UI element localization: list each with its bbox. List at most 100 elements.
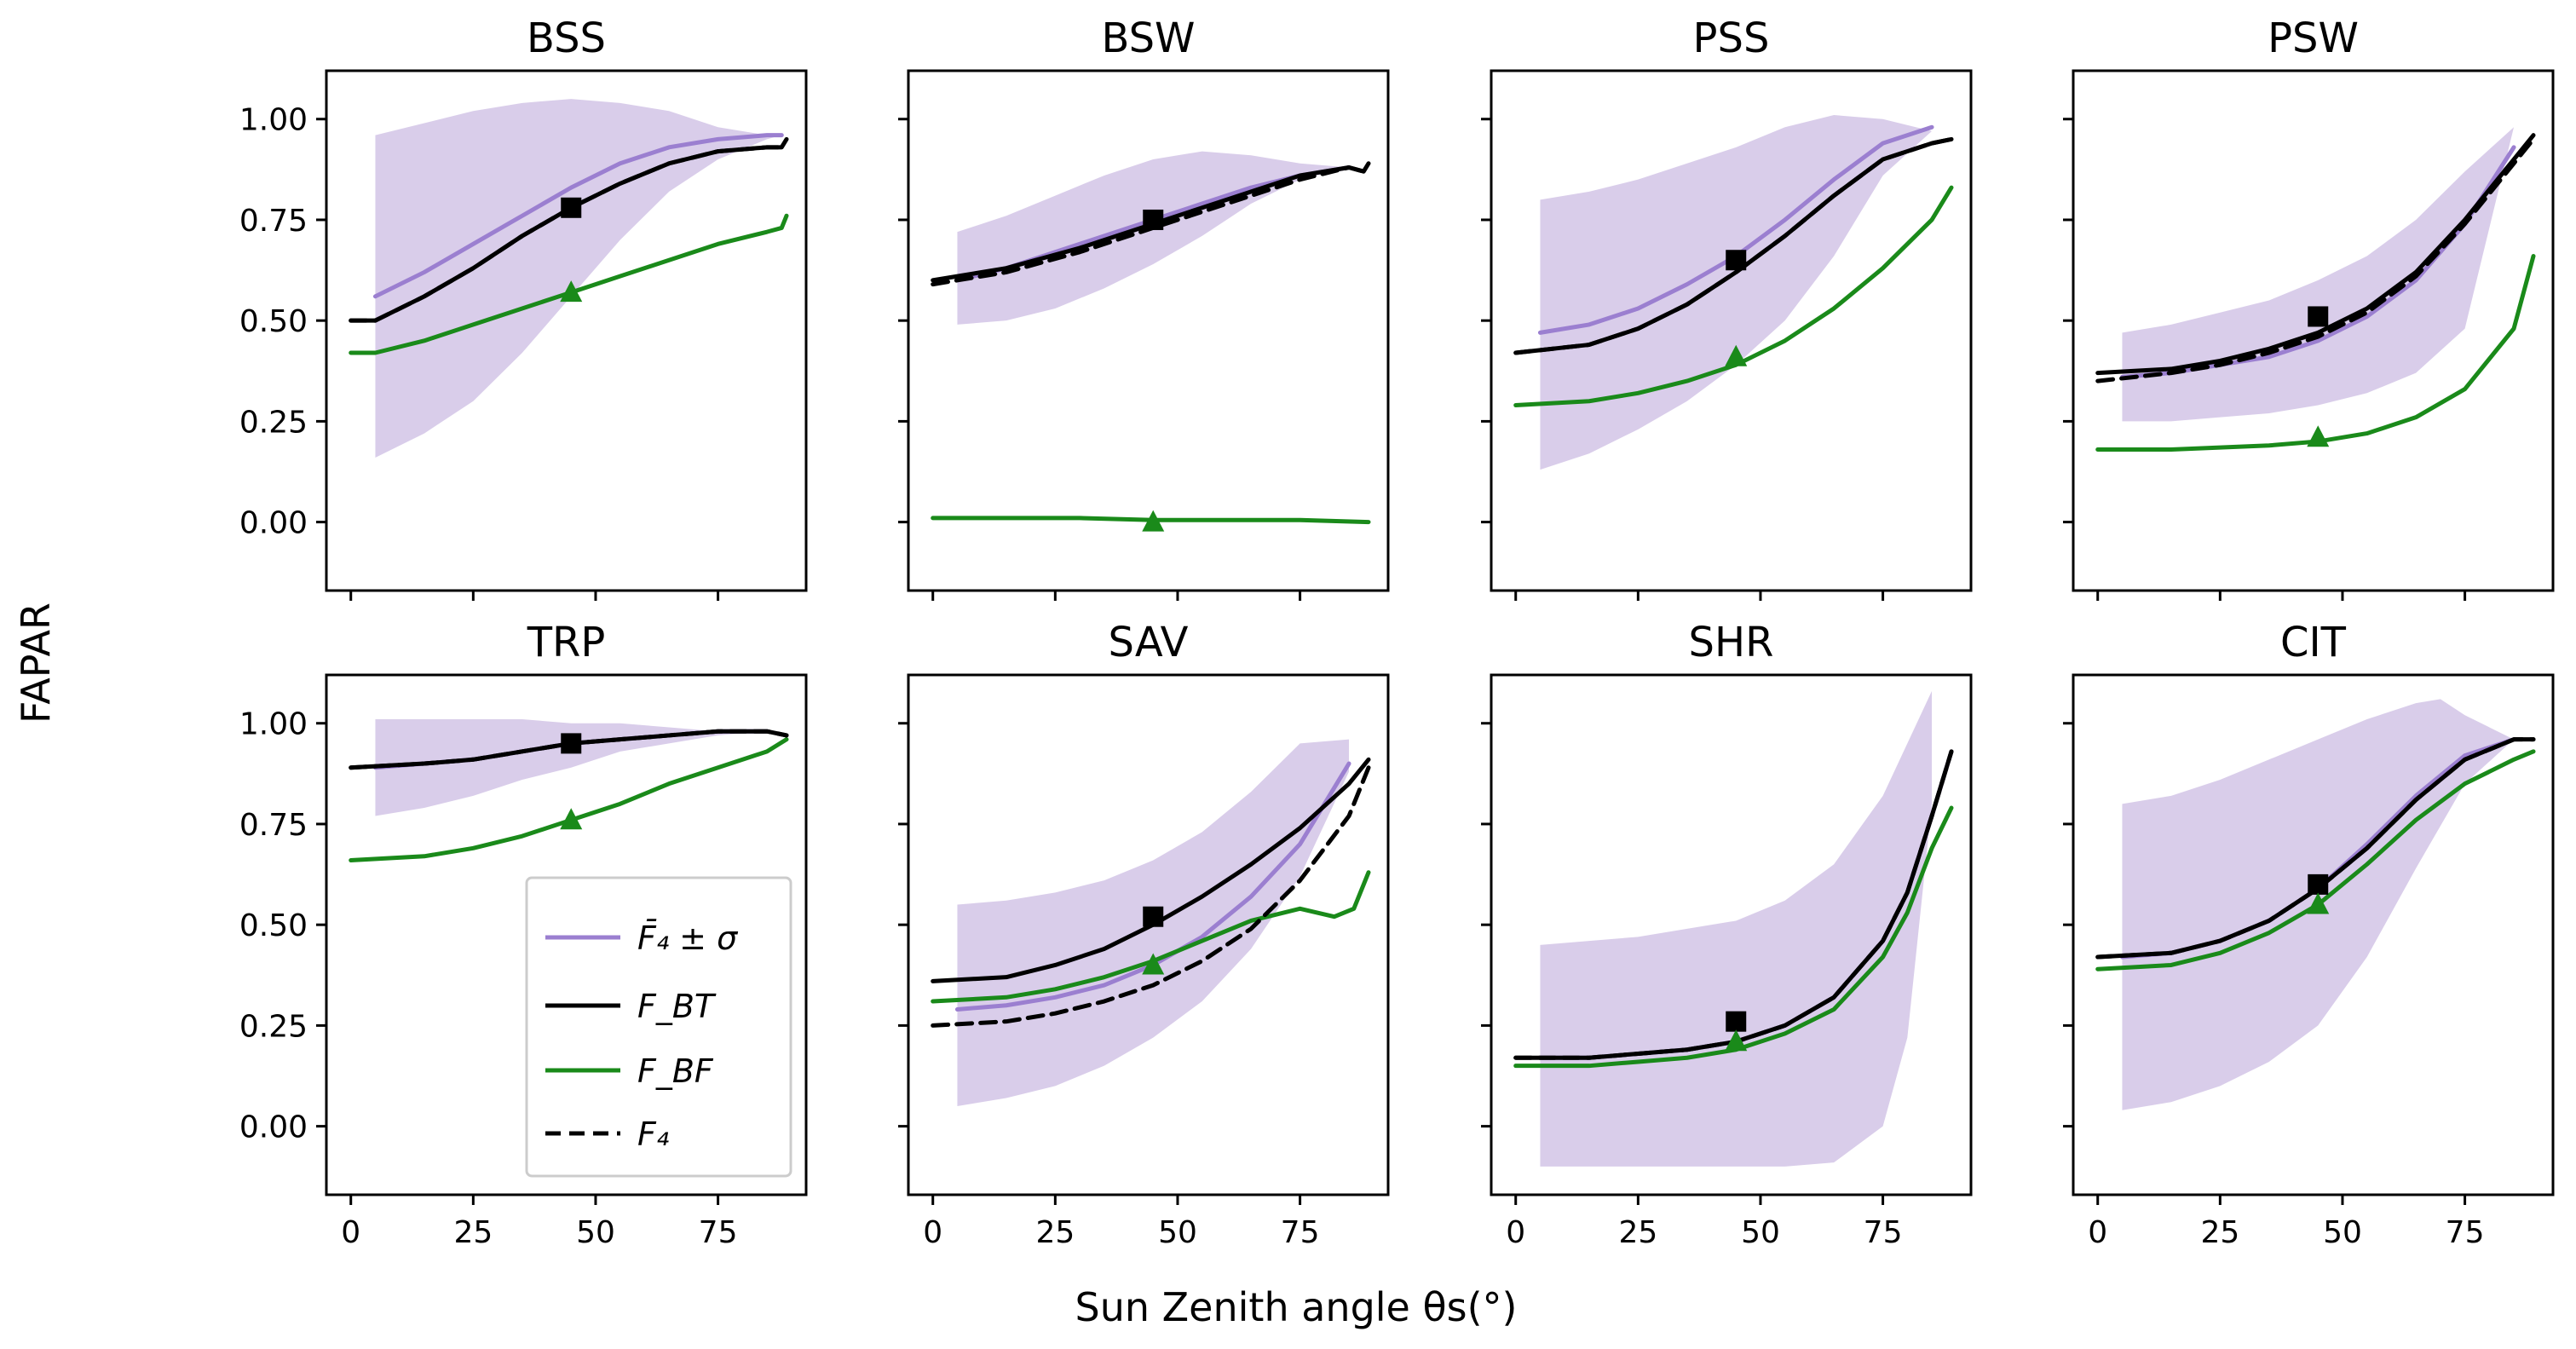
- panel-title: BSS: [527, 14, 606, 62]
- x-tick-label: 0: [341, 1215, 360, 1250]
- marker-bt: [1726, 1011, 1747, 1032]
- legend: F̄₄ ± σ F_BT F_BF F₄: [525, 876, 792, 1178]
- axes-frame: [2072, 673, 2555, 1196]
- plot-area: [349, 99, 789, 458]
- y-tick-label: 0.00: [239, 506, 308, 541]
- panel-title: BSW: [1101, 14, 1195, 62]
- series-bf: [2095, 254, 2536, 452]
- marker-bt: [1726, 250, 1747, 271]
- panel-psw: PSW: [2063, 14, 2555, 601]
- panel-shr: 0 25 50 75 SHR: [1481, 619, 1973, 1250]
- panels-group: 0.00 0.25 0.50 0.75 1.00 BSS BSW PSS PSW 0.00 0.25…: [239, 14, 2555, 1250]
- y-tick-label: 0.00: [239, 1110, 308, 1145]
- axes-frame: [325, 69, 808, 592]
- series-f4: [931, 765, 1371, 1028]
- panel-trp: 0.00 0.25 0.50 0.75 1.00 0 25 50 75 TRP: [239, 619, 808, 1250]
- plot-area: [2095, 127, 2536, 452]
- marker-bf: [2307, 425, 2330, 447]
- legend-label-bf: F_BF: [637, 1052, 714, 1090]
- marker-bt: [561, 733, 582, 754]
- x-tick-label: 75: [2446, 1215, 2485, 1250]
- std-band: [375, 719, 768, 816]
- series-bt: [931, 757, 1371, 983]
- marker-bf: [1725, 1029, 1748, 1052]
- plot-area: [349, 719, 789, 863]
- axes-frame: [1490, 673, 1973, 1196]
- x-tick-label: 75: [699, 1215, 738, 1250]
- series-f4: [931, 164, 1366, 287]
- marker-bf: [560, 280, 583, 303]
- x-tick-label: 25: [2200, 1215, 2239, 1250]
- std-band: [957, 151, 1350, 325]
- y-tick-label: 0.50: [239, 908, 308, 943]
- x-tick-label: 75: [1864, 1215, 1903, 1250]
- panel-title: TRP: [527, 619, 606, 666]
- axes-frame: [907, 673, 1390, 1196]
- plot-area: [2095, 699, 2536, 1110]
- axes-frame: [907, 69, 1390, 592]
- x-tick-label: 25: [1618, 1215, 1657, 1250]
- x-tick-label: 0: [923, 1215, 942, 1250]
- series-bf: [931, 516, 1371, 525]
- x-axis-label: Sun Zenith angle θs(°): [1075, 1284, 1518, 1330]
- series-bf: [1513, 185, 1954, 407]
- x-tick-label: 50: [1158, 1215, 1197, 1250]
- std-band: [1540, 115, 1933, 470]
- series-bt: [2095, 133, 2536, 376]
- marker-bt: [2308, 306, 2329, 327]
- series-bf: [349, 737, 789, 863]
- plot-area: [1513, 115, 1954, 470]
- marker-bf: [1725, 344, 1748, 366]
- y-tick-label: 1.00: [239, 707, 308, 742]
- panel-sav: 0 25 50 75 SAV: [898, 619, 1390, 1250]
- series-bf: [2095, 749, 2536, 971]
- marker-bt: [1143, 906, 1164, 927]
- marker-bt: [1143, 209, 1164, 230]
- panel-pss: PSS: [1481, 14, 1973, 601]
- axes-frame: [325, 673, 808, 1196]
- legend-label-f4: F₄: [637, 1116, 669, 1153]
- panel-title: SAV: [1109, 619, 1189, 666]
- y-tick-label: 1.00: [239, 103, 308, 138]
- legend-label-bt: F_BT: [637, 988, 717, 1025]
- plot-area: [931, 151, 1371, 532]
- x-tick-label: 50: [1741, 1215, 1780, 1250]
- plot-area: [931, 739, 1371, 1106]
- series-f4: [2095, 737, 2536, 960]
- series-f4: [2095, 136, 2536, 383]
- y-tick-label: 0.75: [239, 808, 308, 843]
- marker-bf: [560, 808, 583, 830]
- y-tick-label: 0.25: [239, 1009, 308, 1044]
- panel-bss: 0.00 0.25 0.50 0.75 1.00 BSS: [239, 14, 808, 601]
- legend-frame: [525, 876, 792, 1178]
- legend-label-f4-mean: F̄₄ ± σ: [637, 920, 739, 957]
- x-tick-label: 0: [1506, 1215, 1525, 1250]
- plot-area: [1513, 690, 1954, 1167]
- y-axis-label: FAPAR: [13, 602, 59, 724]
- series-bf: [349, 213, 789, 355]
- axes-frame: [1490, 69, 1973, 592]
- marker-bf: [2307, 892, 2330, 914]
- axes-frame: [2072, 69, 2555, 592]
- marker-bt: [561, 197, 582, 218]
- panel-title: PSS: [1693, 14, 1770, 62]
- series-f4: [1513, 749, 1954, 1060]
- std-band: [2122, 127, 2515, 422]
- series-f4-mean: [372, 133, 784, 299]
- panel-cit: 0 25 50 75 CIT: [2063, 619, 2555, 1250]
- y-tick-label: 0.25: [239, 405, 308, 440]
- std-band: [1540, 690, 1933, 1167]
- x-tick-label: 50: [2323, 1215, 2362, 1250]
- panel-title: CIT: [2280, 619, 2347, 666]
- panel-title: PSW: [2268, 14, 2359, 62]
- x-tick-label: 50: [576, 1215, 615, 1250]
- series-bf: [931, 870, 1371, 1004]
- x-tick-label: 25: [1035, 1215, 1075, 1250]
- series-f4: [349, 729, 789, 770]
- x-tick-label: 0: [2088, 1215, 2107, 1250]
- marker-bt: [2308, 873, 2329, 895]
- x-tick-label: 75: [1281, 1215, 1320, 1250]
- y-tick-label: 0.50: [239, 304, 308, 339]
- marker-bf: [1142, 953, 1165, 975]
- series-f4: [1513, 136, 1954, 355]
